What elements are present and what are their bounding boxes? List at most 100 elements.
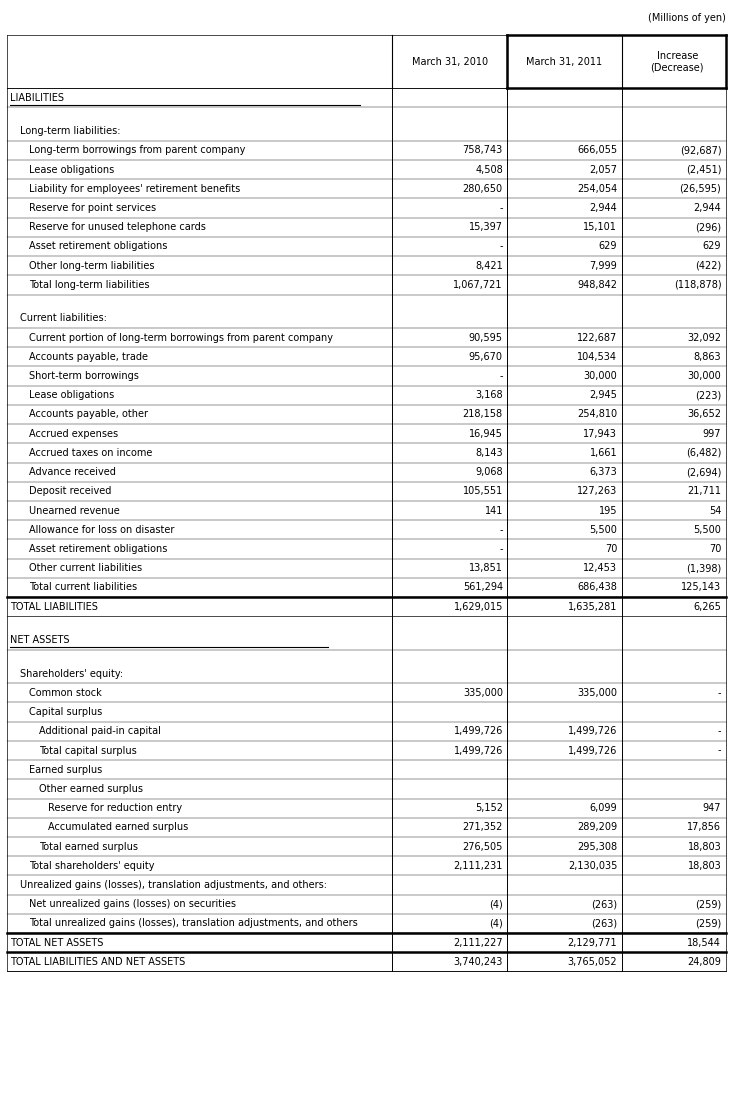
Text: (263): (263): [591, 918, 617, 928]
Text: TOTAL LIABILITIES AND NET ASSETS: TOTAL LIABILITIES AND NET ASSETS: [10, 957, 185, 967]
Text: Current portion of long-term borrowings from parent company: Current portion of long-term borrowings …: [29, 333, 334, 342]
Text: (2,451): (2,451): [686, 165, 721, 175]
Text: 127,263: 127,263: [577, 487, 617, 497]
Text: LIABILITIES: LIABILITIES: [10, 92, 65, 102]
Text: Reserve for point services: Reserve for point services: [29, 203, 156, 214]
Text: 2,111,227: 2,111,227: [453, 938, 503, 948]
Text: Accrued expenses: Accrued expenses: [29, 428, 119, 438]
Text: 289,209: 289,209: [577, 822, 617, 832]
Text: Allowance for loss on disaster: Allowance for loss on disaster: [29, 525, 174, 535]
Text: (6,482): (6,482): [686, 448, 721, 458]
Text: 30,000: 30,000: [688, 371, 721, 381]
Text: Current liabilities:: Current liabilities:: [20, 314, 107, 324]
Text: Additional paid-in capital: Additional paid-in capital: [39, 727, 161, 737]
Text: Other current liabilities: Other current liabilities: [29, 564, 142, 574]
Text: Accrued taxes on income: Accrued taxes on income: [29, 448, 152, 458]
Text: Accounts payable, other: Accounts payable, other: [29, 410, 148, 419]
Text: 1,499,726: 1,499,726: [454, 727, 503, 737]
Text: 95,670: 95,670: [469, 352, 503, 362]
Text: Lease obligations: Lease obligations: [29, 165, 114, 175]
Text: -: -: [499, 371, 503, 381]
Text: (1,398): (1,398): [686, 564, 721, 574]
Text: (92,687): (92,687): [679, 145, 721, 155]
Text: 17,943: 17,943: [583, 428, 617, 438]
Text: (2,694): (2,694): [686, 467, 721, 477]
Text: 2,129,771: 2,129,771: [567, 938, 617, 948]
Text: (4): (4): [489, 900, 503, 909]
Text: 1,629,015: 1,629,015: [454, 601, 503, 612]
Text: Total shareholders' equity: Total shareholders' equity: [29, 861, 155, 871]
Text: -: -: [499, 241, 503, 251]
Text: 280,650: 280,650: [463, 184, 503, 194]
Text: Total capital surplus: Total capital surplus: [39, 745, 136, 755]
Text: 947: 947: [703, 803, 721, 814]
Text: 24,809: 24,809: [688, 957, 721, 967]
Text: TOTAL LIABILITIES: TOTAL LIABILITIES: [10, 601, 98, 612]
Text: 1,499,726: 1,499,726: [568, 745, 617, 755]
Text: 1,067,721: 1,067,721: [453, 280, 503, 290]
Text: 141: 141: [485, 505, 503, 515]
Text: Shareholders' equity:: Shareholders' equity:: [20, 668, 123, 678]
Text: NET ASSETS: NET ASSETS: [10, 635, 70, 645]
Text: 3,740,243: 3,740,243: [454, 957, 503, 967]
Text: 17,856: 17,856: [688, 822, 721, 832]
Text: 561,294: 561,294: [463, 582, 503, 592]
Text: 90,595: 90,595: [469, 333, 503, 342]
Text: 6,265: 6,265: [693, 601, 721, 612]
Text: 18,544: 18,544: [688, 938, 721, 948]
Text: Deposit received: Deposit received: [29, 487, 111, 497]
Text: 21,711: 21,711: [688, 487, 721, 497]
Text: 16,945: 16,945: [469, 428, 503, 438]
Text: 8,143: 8,143: [475, 448, 503, 458]
Text: (Millions of yen): (Millions of yen): [648, 13, 726, 23]
Text: 7,999: 7,999: [589, 261, 617, 271]
Text: -: -: [499, 203, 503, 214]
Text: 12,453: 12,453: [583, 564, 617, 574]
Text: (263): (263): [591, 900, 617, 909]
Text: Common stock: Common stock: [29, 688, 102, 698]
Text: Net unrealized gains (losses) on securities: Net unrealized gains (losses) on securit…: [29, 900, 236, 909]
Text: 6,099: 6,099: [589, 803, 617, 814]
Text: 2,944: 2,944: [589, 203, 617, 214]
Text: 5,500: 5,500: [589, 525, 617, 535]
Text: 758,743: 758,743: [463, 145, 503, 155]
Text: 254,054: 254,054: [577, 184, 617, 194]
Text: Unearned revenue: Unearned revenue: [29, 505, 120, 515]
Text: Advance received: Advance received: [29, 467, 117, 477]
Text: -: -: [718, 745, 721, 755]
Text: 4,508: 4,508: [475, 165, 503, 175]
Text: Earned surplus: Earned surplus: [29, 765, 103, 775]
Text: (26,595): (26,595): [679, 184, 721, 194]
Text: 2,057: 2,057: [589, 165, 617, 175]
Text: Long-term borrowings from parent company: Long-term borrowings from parent company: [29, 145, 246, 155]
Text: Asset retirement obligations: Asset retirement obligations: [29, 241, 168, 251]
Text: Long-term liabilities:: Long-term liabilities:: [20, 127, 120, 137]
Text: (118,878): (118,878): [674, 280, 721, 290]
Text: 3,168: 3,168: [475, 390, 503, 401]
Text: 276,505: 276,505: [463, 841, 503, 851]
Text: 629: 629: [599, 241, 617, 251]
Text: -: -: [718, 727, 721, 737]
Text: 122,687: 122,687: [577, 333, 617, 342]
Text: Capital surplus: Capital surplus: [29, 707, 103, 717]
Text: Reserve for reduction entry: Reserve for reduction entry: [48, 803, 183, 814]
Text: 32,092: 32,092: [688, 333, 721, 342]
Text: 1,499,726: 1,499,726: [454, 745, 503, 755]
Text: 18,803: 18,803: [688, 861, 721, 871]
Text: (4): (4): [489, 918, 503, 928]
Text: (223): (223): [695, 390, 721, 401]
Text: Asset retirement obligations: Asset retirement obligations: [29, 544, 168, 554]
Text: Total current liabilities: Total current liabilities: [29, 582, 138, 592]
Text: 36,652: 36,652: [688, 410, 721, 419]
Text: 5,500: 5,500: [693, 525, 721, 535]
Text: 3,765,052: 3,765,052: [567, 957, 617, 967]
Text: (296): (296): [695, 222, 721, 232]
Text: 997: 997: [703, 428, 721, 438]
Text: 1,499,726: 1,499,726: [568, 727, 617, 737]
Text: Liability for employees' retirement benefits: Liability for employees' retirement bene…: [29, 184, 240, 194]
Text: (259): (259): [695, 918, 721, 928]
Text: Unrealized gains (losses), translation adjustments, and others:: Unrealized gains (losses), translation a…: [20, 880, 327, 890]
Text: 8,863: 8,863: [693, 352, 721, 362]
Text: Accounts payable, trade: Accounts payable, trade: [29, 352, 148, 362]
Text: -: -: [718, 688, 721, 698]
